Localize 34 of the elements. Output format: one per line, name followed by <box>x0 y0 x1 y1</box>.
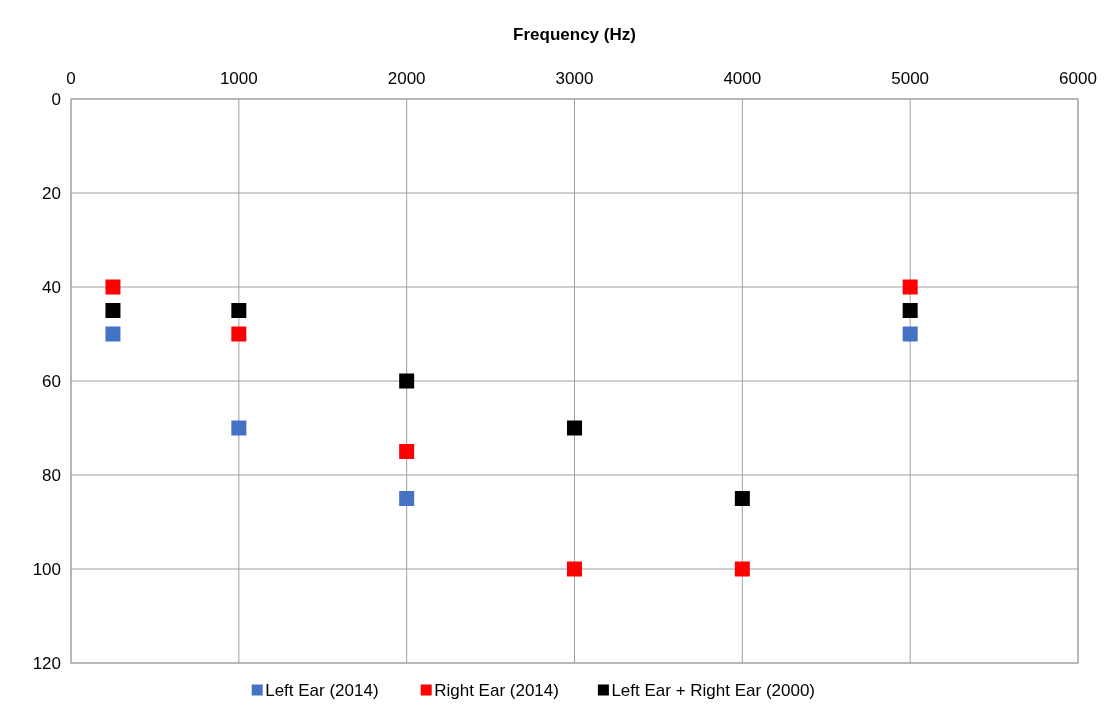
point <box>105 326 121 342</box>
point <box>105 279 121 295</box>
point <box>105 303 121 318</box>
legend-label: Left Ear (2014) <box>265 681 379 700</box>
y-tick-label: 40 <box>42 277 61 297</box>
y-tick-label: 80 <box>42 465 61 485</box>
point <box>902 326 918 342</box>
point <box>567 561 582 577</box>
x-tick-label: 3000 <box>555 69 594 88</box>
point <box>399 491 415 506</box>
point <box>231 420 247 436</box>
point <box>902 303 918 318</box>
y-tick-label: 0 <box>51 89 61 109</box>
point <box>399 373 415 389</box>
x-tick-label: 5000 <box>891 69 930 88</box>
legend-label: Left Ear + Right Ear (2000) <box>611 681 816 700</box>
y-tick-label: 20 <box>42 183 61 203</box>
point <box>734 491 750 506</box>
y-tick-label: 60 <box>42 371 61 391</box>
x-axis-title: Frequency (Hz) <box>513 25 636 44</box>
x-tick-label: 6000 <box>1059 69 1097 88</box>
point <box>567 420 582 436</box>
y-tick-label: 100 <box>32 559 61 579</box>
y-tick-label: 120 <box>32 653 61 673</box>
x-tick-label: 0 <box>66 69 76 88</box>
point <box>231 326 247 342</box>
point <box>231 303 247 318</box>
legend-label: Right Ear (2014) <box>434 681 559 700</box>
point <box>399 444 415 459</box>
point <box>734 561 750 577</box>
x-tick-label: 1000 <box>219 69 258 88</box>
point <box>902 279 918 295</box>
x-tick-label: 2000 <box>387 69 426 88</box>
x-tick-label: 4000 <box>723 69 762 88</box>
